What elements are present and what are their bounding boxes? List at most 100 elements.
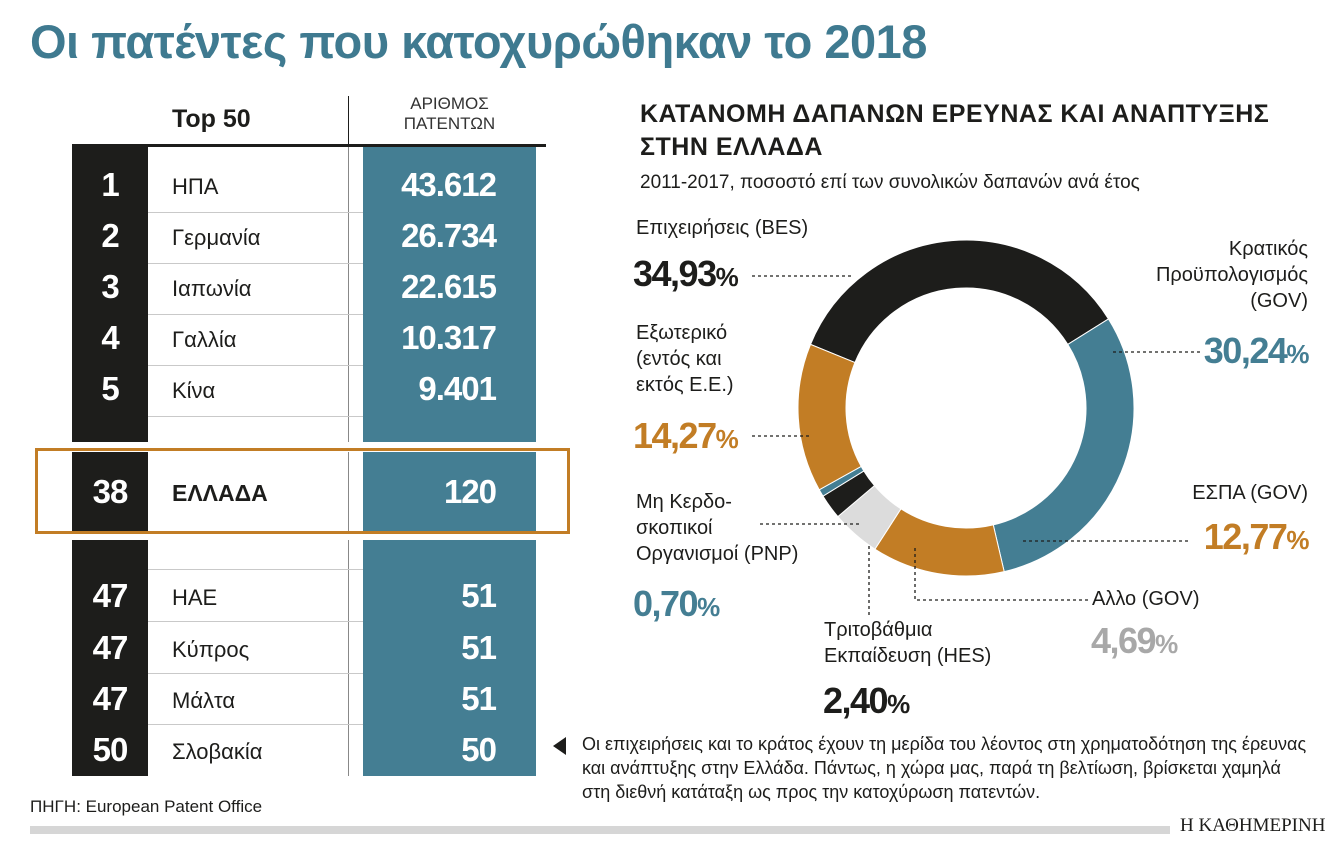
row-divider <box>148 621 363 622</box>
chart-note: Οι επιχειρήσεις και το κράτος έχουν τη μ… <box>582 734 1307 802</box>
country: ΗΠΑ <box>172 174 219 199</box>
value-column-top <box>363 147 536 442</box>
rank-column-top <box>72 147 148 442</box>
page-title: Οι πατέντες που κατοχυρώθηκαν το 2018 <box>30 15 927 68</box>
rank: 3 <box>101 268 119 305</box>
country: Γαλλία <box>172 327 237 352</box>
rank: 47 <box>92 680 129 717</box>
column-separator <box>348 540 349 776</box>
chart-title: ΚΑΤΑΝΟΜΗ ΔΑΠΑΝΩΝ ΕΡΕΥΝΑΣ ΚΑΙ ΑΝΑΠΤΥΞΗΣ Σ… <box>640 100 1270 161</box>
pct-other: 4,69% <box>1091 620 1178 662</box>
rank: 47 <box>92 629 129 666</box>
pct-external-value: 14,27 <box>633 415 717 456</box>
header-rule <box>72 144 546 147</box>
percent-sign: % <box>887 689 910 719</box>
rank: 4 <box>101 319 119 356</box>
row-divider <box>148 724 363 725</box>
row-divider <box>148 212 363 213</box>
header-line-2: ΠΑΤΕΝΤΩΝ <box>403 114 496 133</box>
percent-sign: % <box>1286 525 1309 555</box>
rank: 38 <box>92 473 129 510</box>
label-gov: Κρατικός Προϋπολογισμός (GOV) <box>1156 236 1308 314</box>
pct-espa: 12,77% <box>1203 516 1310 558</box>
column-separator <box>348 452 349 532</box>
rank-column-bottom <box>72 540 148 776</box>
pct-espa-value: 12,77 <box>1203 516 1288 557</box>
label-line: εκτός Ε.Ε.) <box>636 374 734 396</box>
table-header-top50: Top 50 <box>172 105 251 133</box>
greece-highlight-box <box>35 448 570 534</box>
percent-sign: % <box>1155 629 1178 659</box>
country: ΕΛΛΑΔΑ <box>172 480 268 506</box>
label-bes: Επιχειρήσεις (BES) <box>636 217 809 239</box>
note-arrow-icon <box>553 737 566 755</box>
chart-subtitle: 2011-2017, ποσοστό επί των συνολικών δαπ… <box>640 172 1140 193</box>
patent-count: 51 <box>461 680 497 717</box>
label-line: Οργανισμοί (PNP) <box>636 543 799 565</box>
pct-hes: 2,40% <box>823 680 910 722</box>
row-divider <box>148 673 363 674</box>
rank: 50 <box>92 731 129 768</box>
label-hes: Τριτοβάθμια Εκπαίδευση (HES) <box>824 617 991 669</box>
patent-count: 50 <box>461 731 497 768</box>
patent-count: 43.612 <box>401 166 497 203</box>
patent-count: 22.615 <box>401 268 497 305</box>
country: Κύπρος <box>172 637 250 662</box>
country: ΗΑΕ <box>172 585 218 610</box>
label-line: (εντός και <box>636 348 722 370</box>
donut-slice-external <box>797 343 862 491</box>
country: Κίνα <box>172 378 216 403</box>
label-line: σκοπικοί <box>636 517 713 539</box>
row-divider <box>148 365 363 366</box>
percent-sign: % <box>1286 339 1309 369</box>
pct-external: 14,27% <box>633 415 739 457</box>
pct-other-value: 4,69 <box>1091 620 1157 661</box>
header-divider <box>348 96 349 146</box>
label-line: Προϋπολογισμός <box>1155 264 1308 286</box>
percent-sign: % <box>697 592 720 622</box>
label-external: Εξωτερικό (εντός και εκτός Ε.Ε.) <box>636 320 734 398</box>
donut-slice-gov <box>992 318 1135 573</box>
footer-bar <box>30 826 1170 834</box>
label-line: Εκπαίδευση (HES) <box>824 645 992 667</box>
header-line-1: ΑΡΙΘΜΟΣ <box>410 94 489 113</box>
country: Σλοβακία <box>172 739 263 764</box>
pct-hes-value: 2,40 <box>823 680 889 721</box>
pct-bes-value: 34,93 <box>633 253 717 294</box>
pct-gov: 30,24% <box>1203 330 1310 372</box>
patent-count: 120 <box>443 473 497 510</box>
label-espa: ΕΣΠΑ (GOV) <box>1192 482 1308 504</box>
percent-sign: % <box>715 262 739 292</box>
country: Γερμανία <box>172 225 261 250</box>
label-line: Εξωτερικό <box>636 322 728 344</box>
row-divider <box>148 569 363 570</box>
label-line: Τριτοβάθμια <box>824 619 933 641</box>
patent-count: 9.401 <box>418 370 497 407</box>
label-other: Αλλο (GOV) <box>1092 588 1200 610</box>
rank: 47 <box>92 577 129 614</box>
percent-sign: % <box>715 424 739 454</box>
column-separator <box>348 147 349 442</box>
pct-gov-value: 30,24 <box>1203 330 1288 371</box>
row-divider <box>148 416 363 417</box>
country: Ιαπωνία <box>172 276 252 301</box>
patent-count: 51 <box>461 577 497 614</box>
patent-count: 51 <box>461 629 497 666</box>
label-pnp: Μη Κερδο- σκοπικοί Οργανισμοί (PNP) <box>636 489 798 567</box>
value-column-bottom <box>363 540 536 776</box>
rank: 2 <box>101 217 119 254</box>
donut-slice-bes <box>809 239 1110 364</box>
pct-pnp-value: 0,70 <box>633 583 699 624</box>
patent-count: 26.734 <box>401 217 497 254</box>
publisher-logo: Η ΚΑΘΗΜΕΡΙΝΗ <box>1180 815 1326 836</box>
label-line: (GOV) <box>1250 290 1308 312</box>
label-line: Κρατικός <box>1228 238 1308 260</box>
row-divider <box>148 263 363 264</box>
value-column-greece <box>363 452 536 532</box>
rank: 1 <box>101 166 119 203</box>
pct-bes: 34,93% <box>633 253 739 295</box>
pct-pnp: 0,70% <box>633 583 720 625</box>
table-header-patents: ΑΡΙΘΜΟΣ ΠΑΤΕΝΤΩΝ <box>362 94 537 134</box>
country: Μάλτα <box>172 688 236 713</box>
